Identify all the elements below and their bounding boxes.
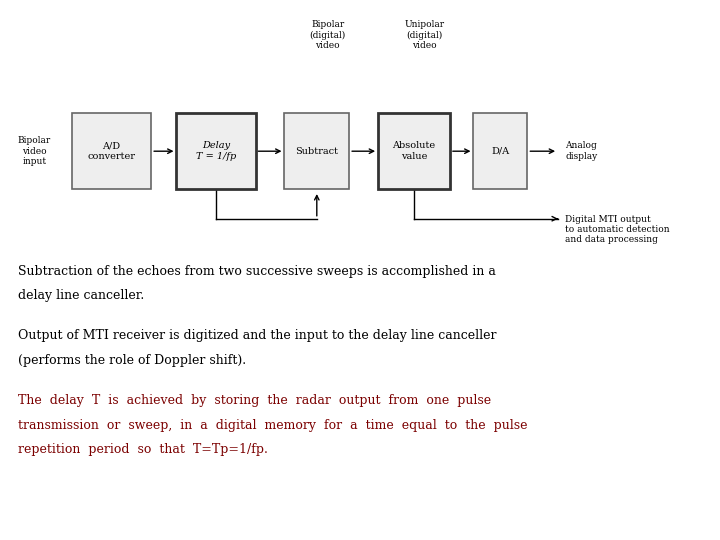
- Text: D/A: D/A: [491, 147, 510, 156]
- Text: Bipolar
video
input: Bipolar video input: [18, 136, 51, 166]
- Text: (performs the role of Doppler shift).: (performs the role of Doppler shift).: [18, 354, 246, 367]
- Text: Subtract: Subtract: [295, 147, 338, 156]
- Text: repetition  period  so  that  T=Tp=1/fp.: repetition period so that T=Tp=1/fp.: [18, 443, 268, 456]
- Text: The  delay  T  is  achieved  by  storing  the  radar  output  from  one  pulse: The delay T is achieved by storing the r…: [18, 394, 491, 407]
- Text: A/D
converter: A/D converter: [88, 141, 135, 161]
- Text: transmission  or  sweep,  in  a  digital  memory  for  a  time  equal  to  the  : transmission or sweep, in a digital memo…: [18, 418, 528, 431]
- Text: Subtraction of the echoes from two successive sweeps is accomplished in a: Subtraction of the echoes from two succe…: [18, 265, 496, 278]
- Text: Analog
display: Analog display: [565, 141, 598, 161]
- Text: Bipolar
(digital)
video: Bipolar (digital) video: [310, 20, 346, 50]
- Bar: [72, 113, 151, 189]
- Bar: [176, 113, 256, 189]
- Text: Unipolar
(digital)
video: Unipolar (digital) video: [405, 20, 445, 50]
- Text: Delay
T = 1/fp: Delay T = 1/fp: [196, 141, 236, 161]
- Bar: [284, 113, 349, 189]
- Text: Digital MTI output
to automatic detection
and data processing: Digital MTI output to automatic detectio…: [565, 214, 670, 245]
- Text: Absolute
value: Absolute value: [392, 141, 436, 161]
- Text: delay line canceller.: delay line canceller.: [18, 289, 144, 302]
- Text: Output of MTI receiver is digitized and the input to the delay line canceller: Output of MTI receiver is digitized and …: [18, 329, 497, 342]
- Bar: [378, 113, 450, 189]
- Bar: [474, 113, 527, 189]
